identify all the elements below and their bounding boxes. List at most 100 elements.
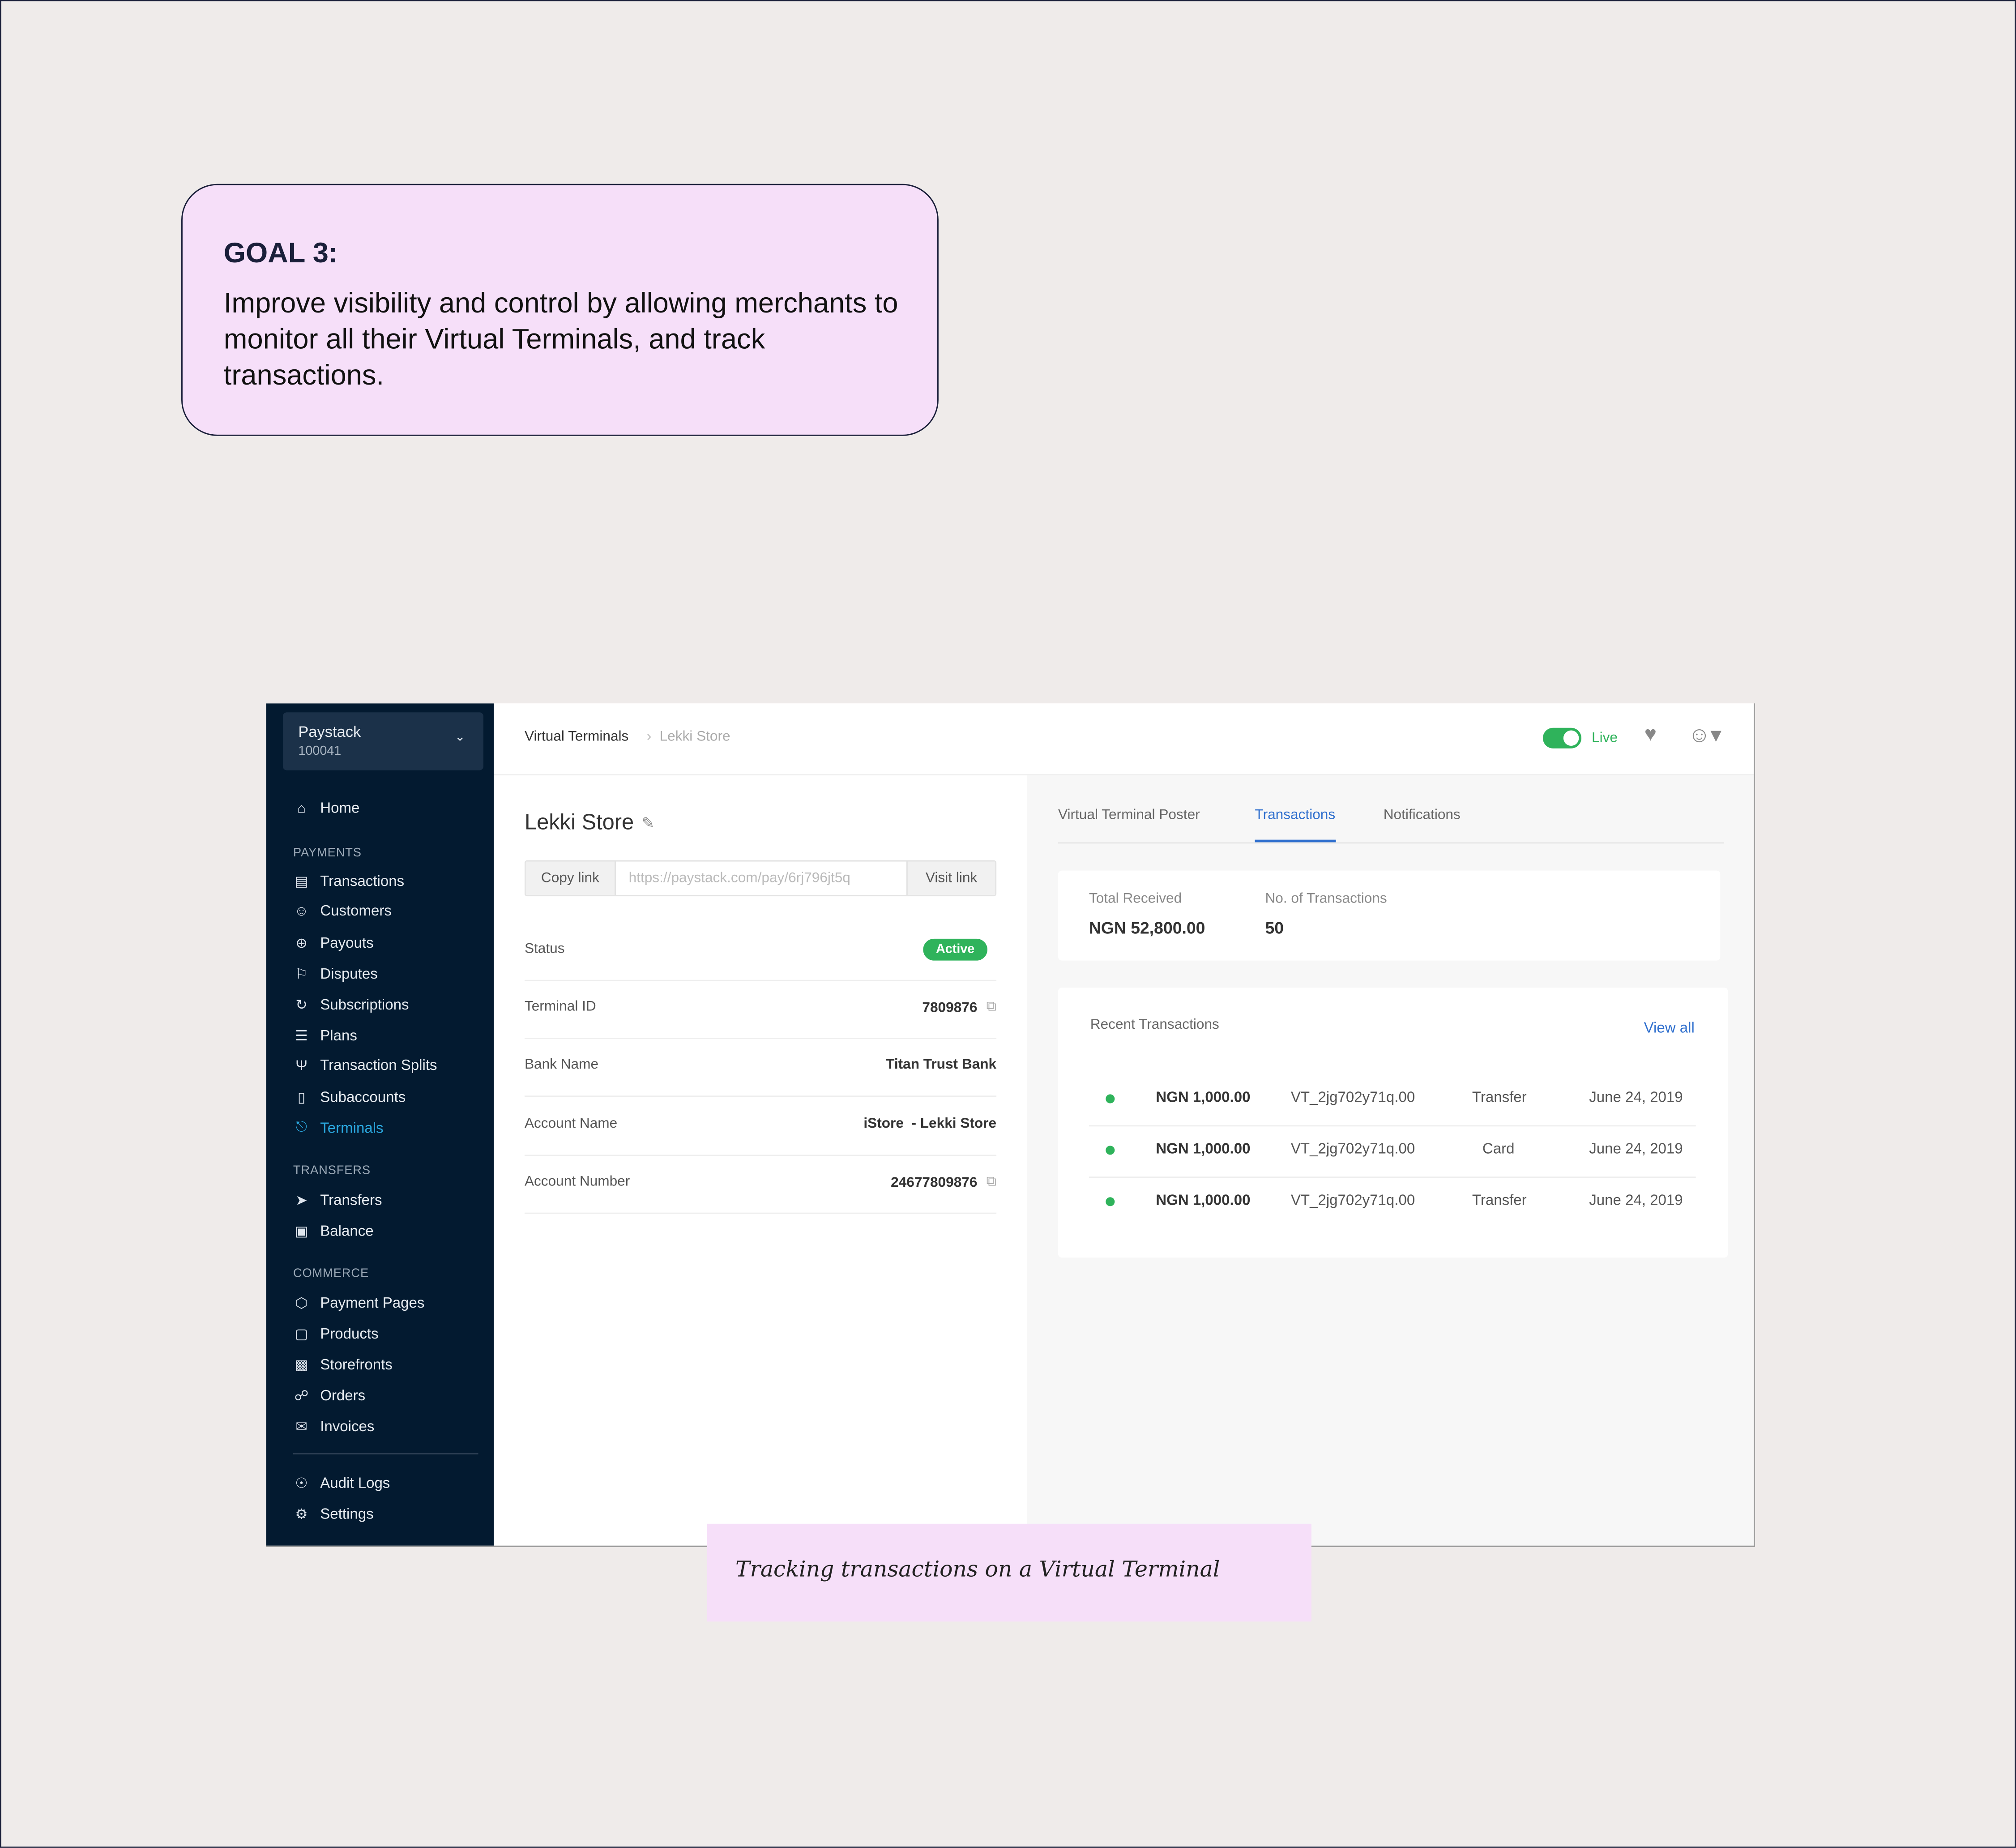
transaction-row[interactable]: NGN 1,000.00 VT_2jg702y71q.00 Transfer J… [1089, 1074, 1696, 1127]
sidebar-item-subscriptions[interactable]: ↻ Subscriptions [293, 997, 409, 1014]
terminal-id-label: Terminal ID [524, 999, 596, 1015]
sidebar-item-customers[interactable]: ☺ Customers [293, 904, 392, 919]
account-number-value: 24677809876 [891, 1174, 978, 1190]
tab-transactions[interactable]: Transactions [1255, 808, 1336, 843]
chevron-down-icon: ⌄ [454, 730, 466, 745]
box-icon: ⬡ [295, 1296, 308, 1312]
section-transfers: TRANSFERS [293, 1164, 371, 1178]
success-dot-icon [1106, 1146, 1115, 1155]
terminal-icon: ⎋ [296, 1120, 308, 1136]
label: Transactions [320, 873, 405, 890]
sidebar-item-orders[interactable]: ☍ Orders [293, 1387, 366, 1404]
cart-icon: ☍ [294, 1389, 309, 1404]
sidebar-item-products[interactable]: ▢ Products [293, 1326, 379, 1343]
transaction-count-label: No. of Transactions [1265, 891, 1387, 907]
visit-link-button[interactable]: Visit link [906, 861, 995, 895]
account-name-label: Account Name [524, 1116, 618, 1132]
channel: Transfer [1472, 1090, 1527, 1106]
label: Transfers [320, 1193, 382, 1208]
date: June 24, 2019 [1589, 1193, 1683, 1209]
date: June 24, 2019 [1589, 1090, 1683, 1106]
payment-link-group: Copy link https://paystack.com/pay/6rj79… [524, 860, 997, 897]
split-icon: Ψ [295, 1058, 308, 1074]
store-icon: ▩ [295, 1358, 308, 1373]
label: Home [320, 801, 360, 817]
copy-link-button[interactable]: Copy link [525, 861, 616, 895]
sidebar-item-transaction-splits[interactable]: Ψ Transaction Splits [293, 1058, 437, 1074]
sidebar-item-storefronts[interactable]: ▩ Storefronts [293, 1356, 393, 1373]
view-all-link[interactable]: View all [1644, 1021, 1695, 1037]
bell-icon[interactable]: ♥ [1644, 724, 1657, 746]
wallet-icon: ▣ [295, 1224, 308, 1240]
sidebar-item-plans[interactable]: ☰ Plans [293, 1027, 357, 1044]
sidebar-item-disputes[interactable]: ⚐ Disputes [293, 966, 377, 983]
copy-icon[interactable]: ⧉ [986, 1174, 997, 1189]
status-label: Status [524, 941, 565, 957]
business-switcher[interactable]: Paystack 100041 ⌄ [282, 712, 484, 770]
sidebar-divider [293, 1453, 478, 1454]
account-number-label: Account Number [524, 1174, 630, 1189]
recent-transactions-card: Recent Transactions View all NGN 1,000.0… [1058, 988, 1728, 1258]
mail-icon: ✉ [295, 1420, 308, 1435]
success-dot-icon [1106, 1197, 1115, 1206]
transaction-row[interactable]: NGN 1,000.00 VT_2jg702y71q.00 Transfer J… [1089, 1176, 1696, 1228]
total-received-value: NGN 52,800.00 [1089, 918, 1205, 937]
sidebar-item-balance[interactable]: ▣ Balance [293, 1223, 374, 1240]
tab-notifications[interactable]: Notifications [1383, 807, 1461, 823]
edit-pencil-icon[interactable]: ✎ [641, 814, 655, 832]
sidebar-item-transfers[interactable]: ➤ Transfers [293, 1192, 382, 1209]
terminal-name: Lekki Store [524, 810, 634, 835]
total-received-label: Total Received [1089, 891, 1182, 907]
transaction-count-value: 50 [1265, 918, 1284, 937]
user-avatar-icon[interactable]: ☺▾ [1688, 723, 1721, 747]
amount: NGN 1,000.00 [1156, 1090, 1251, 1106]
download-circle-icon: ⊕ [295, 936, 308, 952]
live-mode-toggle[interactable] [1542, 727, 1582, 749]
terminal-id-value: 7809876 [922, 1000, 978, 1015]
terminal-activity-panel: Virtual Terminal Poster Transactions Not… [1027, 775, 1754, 1546]
bag-icon: ▢ [295, 1327, 308, 1343]
card-icon: ▤ [295, 874, 308, 890]
breadcrumb-current: Lekki Store [659, 729, 730, 745]
tablet-icon: ▯ [297, 1090, 306, 1106]
label: Terminals [320, 1121, 384, 1136]
dashboard-screenshot: Paystack 100041 ⌄ ⌂ Home PAYMENTS ▤ Transa… [266, 703, 1755, 1547]
sidebar-item-audit-logs[interactable]: ☉ Audit Logs [293, 1475, 390, 1492]
bank-name-row: Bank Name Titan Trust Bank [524, 1038, 997, 1097]
terminal-details: Lekki Store ✎ Copy link https://paystack… [494, 775, 1028, 1546]
label: Transaction Splits [320, 1058, 437, 1074]
section-payments: PAYMENTS [293, 846, 362, 860]
copy-icon[interactable]: ⧉ [986, 999, 997, 1015]
label: Plans [320, 1028, 357, 1044]
sidebar-item-subaccounts[interactable]: ▯ Subaccounts [293, 1089, 406, 1106]
label: Products [320, 1326, 379, 1342]
sidebar-item-payouts[interactable]: ⊕ Payouts [293, 935, 374, 952]
sidebar-item-terminals[interactable]: ⎋ Terminals [293, 1120, 384, 1137]
reference: VT_2jg702y71q.00 [1290, 1090, 1415, 1106]
date: June 24, 2019 [1589, 1142, 1683, 1158]
live-label: Live [1592, 730, 1618, 746]
status-row: Status Active [524, 922, 997, 981]
channel: Transfer [1472, 1193, 1527, 1209]
goal-title: GOAL 3: [223, 236, 338, 269]
account-number-row: Account Number 24677809876 ⧉ [524, 1155, 997, 1214]
account-name-value: iStore - Lekki Store [863, 1116, 997, 1132]
breadcrumb-separator-icon: › [646, 729, 652, 745]
account-name-row: Account Name iStore - Lekki Store [524, 1097, 997, 1156]
breadcrumb-virtual-terminals[interactable]: Virtual Terminals [524, 729, 629, 745]
label: Customers [320, 904, 392, 920]
tab-virtual-terminal-poster[interactable]: Virtual Terminal Poster [1058, 807, 1200, 823]
reference: VT_2jg702y71q.00 [1290, 1193, 1415, 1209]
label: Payouts [320, 935, 374, 951]
sidebar-item-home[interactable]: ⌂ Home [293, 801, 359, 817]
sidebar-item-settings[interactable]: ⚙ Settings [293, 1506, 373, 1523]
sidebar-item-payment-pages[interactable]: ⬡ Payment Pages [293, 1295, 425, 1312]
label: Audit Logs [320, 1476, 390, 1491]
sidebar-item-invoices[interactable]: ✉ Invoices [293, 1418, 374, 1435]
sidebar-item-transactions[interactable]: ▤ Transactions [293, 873, 404, 890]
transaction-row[interactable]: NGN 1,000.00 VT_2jg702y71q.00 Card June … [1089, 1125, 1696, 1178]
tabs-divider [1058, 842, 1724, 844]
eye-icon: ☉ [295, 1476, 308, 1492]
bank-name-value: Titan Trust Bank [886, 1057, 997, 1073]
payment-link-field[interactable]: https://paystack.com/pay/6rj796jt5q [628, 870, 850, 886]
